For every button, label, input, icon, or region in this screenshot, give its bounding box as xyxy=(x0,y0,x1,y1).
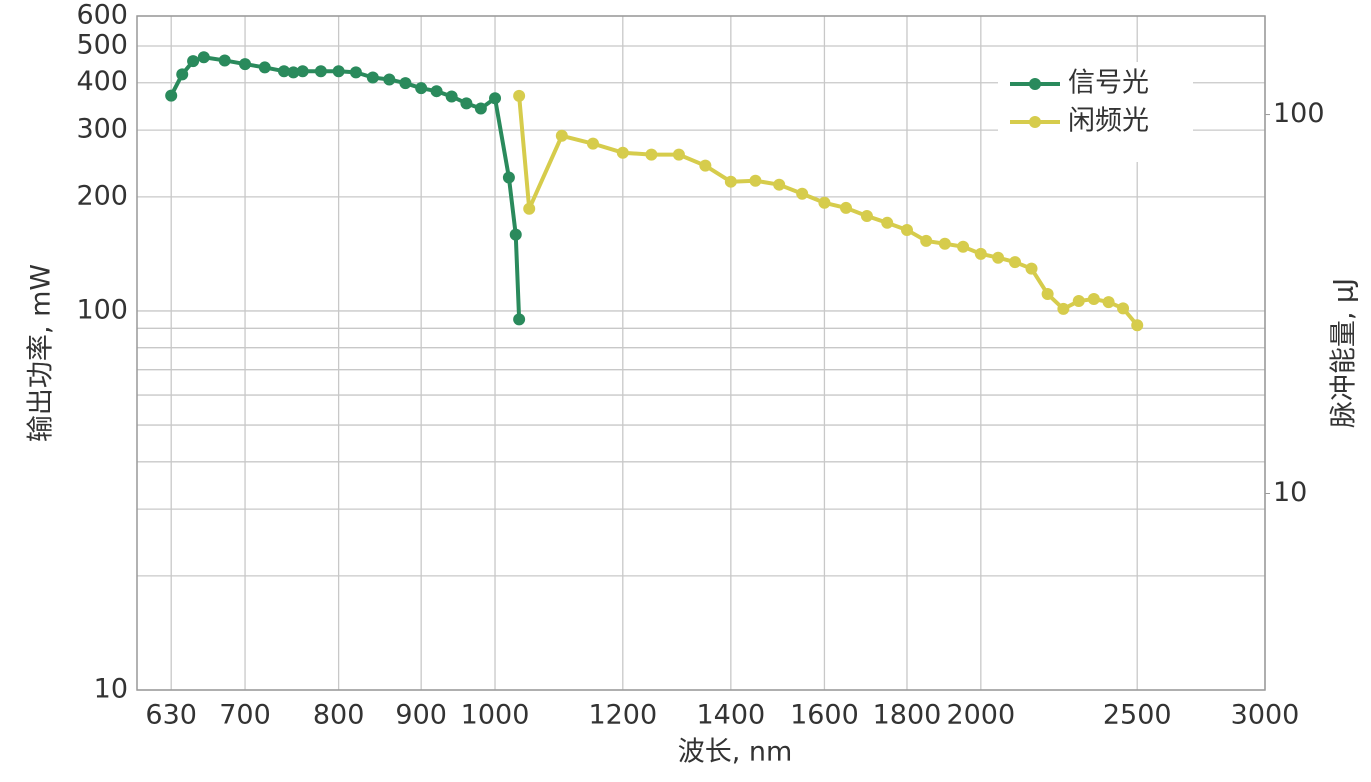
data-point xyxy=(724,175,737,188)
data-point xyxy=(839,201,852,214)
data-point xyxy=(645,148,658,161)
data-point xyxy=(513,313,526,326)
data-point xyxy=(366,71,379,84)
x-axis-title: 波长, nm xyxy=(678,737,793,768)
data-point xyxy=(474,102,487,115)
data-point xyxy=(1117,302,1130,315)
x-tick-label: 800 xyxy=(313,700,365,731)
data-point xyxy=(218,54,231,67)
data-point xyxy=(920,234,933,247)
y-axis-title: 输出功率, mW xyxy=(26,264,57,442)
data-point xyxy=(1009,256,1022,269)
data-point xyxy=(1025,262,1038,275)
y-tick-label: 200 xyxy=(76,180,128,211)
data-point xyxy=(555,129,568,142)
x-tick-label: 1200 xyxy=(588,700,657,731)
y-tick-label: 600 xyxy=(76,0,128,31)
data-point xyxy=(860,209,873,222)
data-point xyxy=(1057,302,1070,315)
data-point xyxy=(502,171,515,184)
data-point xyxy=(349,66,362,79)
data-point xyxy=(258,61,271,74)
data-point xyxy=(523,202,536,215)
data-point xyxy=(1087,293,1100,306)
data-point xyxy=(1131,319,1144,332)
y-tick-label: 500 xyxy=(76,30,128,61)
data-point xyxy=(187,55,200,68)
y2-axis-title: 脉冲能量, μJ xyxy=(1329,278,1360,428)
data-point xyxy=(314,65,327,78)
legend-marker xyxy=(1029,116,1041,128)
y-tick-label: 300 xyxy=(76,114,128,145)
y-tick-label: 400 xyxy=(76,66,128,97)
data-point xyxy=(796,187,809,200)
x-tick-label: 2500 xyxy=(1103,700,1172,731)
y-tick-label: 100 xyxy=(76,294,128,325)
legend-label: 信号光 xyxy=(1068,68,1149,99)
data-point xyxy=(489,92,502,105)
plot-frame xyxy=(136,15,1266,691)
data-point xyxy=(176,68,189,81)
data-point xyxy=(881,216,894,229)
data-point xyxy=(460,97,473,110)
data-point xyxy=(1102,296,1115,309)
data-point xyxy=(974,247,987,260)
data-point xyxy=(509,228,522,241)
x-tick-label: 900 xyxy=(395,700,447,731)
data-point xyxy=(938,237,951,250)
y2-tick-label: 10 xyxy=(1273,477,1307,508)
data-point xyxy=(1072,295,1085,308)
data-point xyxy=(773,178,786,191)
data-point xyxy=(239,58,252,71)
y-tick-label: 10 xyxy=(94,674,128,705)
data-point xyxy=(430,85,443,98)
legend-marker xyxy=(1029,78,1041,90)
x-tick-label: 3000 xyxy=(1231,700,1300,731)
data-point xyxy=(277,65,290,78)
x-tick-label: 630 xyxy=(145,700,197,731)
x-tick-label: 1800 xyxy=(873,700,942,731)
legend-label: 闲频光 xyxy=(1068,106,1149,137)
x-tick-label: 1400 xyxy=(696,700,765,731)
data-point xyxy=(296,65,309,78)
data-point xyxy=(513,89,526,102)
data-point xyxy=(445,90,458,103)
data-point xyxy=(992,251,1005,264)
x-tick-label: 700 xyxy=(219,700,271,731)
series-line xyxy=(169,55,522,320)
data-point xyxy=(287,66,300,79)
data-point xyxy=(818,196,831,209)
x-tick-label: 1600 xyxy=(790,700,859,731)
x-tick-label: 2000 xyxy=(946,700,1015,731)
data-point xyxy=(197,51,210,64)
data-point xyxy=(165,89,178,102)
data-point xyxy=(672,148,685,161)
x-tick-label: 1000 xyxy=(461,700,530,731)
data-point xyxy=(383,73,396,86)
data-point xyxy=(900,223,913,236)
legend-box xyxy=(998,62,1193,162)
data-point xyxy=(699,159,712,172)
data-point xyxy=(957,240,970,253)
data-point xyxy=(399,77,412,90)
data-point xyxy=(1041,288,1054,301)
y2-tick-label: 100 xyxy=(1273,98,1325,129)
data-point xyxy=(616,146,629,159)
data-point xyxy=(415,82,428,95)
data-point xyxy=(332,65,345,78)
data-point xyxy=(586,137,599,150)
data-point xyxy=(749,174,762,187)
